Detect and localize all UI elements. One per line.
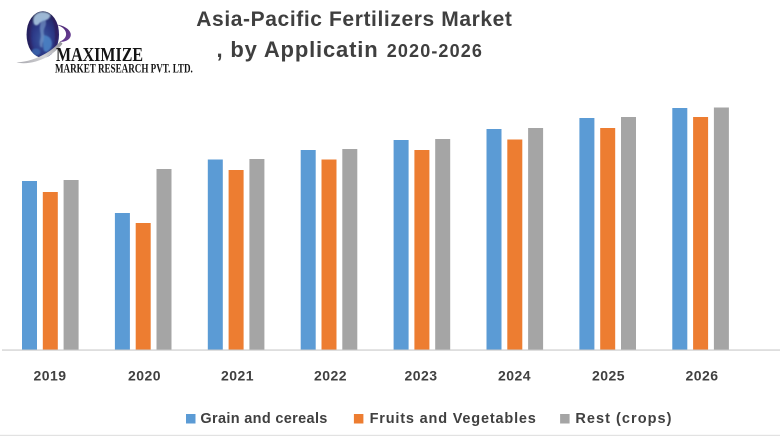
svg-text:Rest (crops): Rest (crops)	[575, 411, 672, 427]
svg-text:2026: 2026	[686, 368, 719, 384]
svg-text:2024: 2024	[498, 368, 531, 384]
svg-text:MAXIMIZE: MAXIMIZE	[56, 44, 143, 66]
svg-text:2021: 2021	[221, 368, 254, 384]
svg-text:2019: 2019	[34, 368, 67, 384]
svg-text:, by Applicatin: , by Applicatin	[217, 37, 379, 62]
svg-text:2025: 2025	[592, 368, 625, 384]
svg-text:2020-2026: 2020-2026	[387, 41, 483, 61]
svg-text:Fruits and Vegetables: Fruits and Vegetables	[370, 411, 537, 427]
svg-text:MARKET RESEARCH PVT. LTD.: MARKET RESEARCH PVT. LTD.	[55, 62, 193, 76]
svg-text:Asia-Pacific Fertilizers Marke: Asia-Pacific Fertilizers Market	[196, 8, 512, 31]
svg-text:2020: 2020	[128, 368, 161, 384]
svg-text:2023: 2023	[405, 368, 438, 384]
svg-text:Grain and cereals: Grain and cereals	[200, 411, 327, 427]
svg-text:2022: 2022	[314, 368, 347, 384]
